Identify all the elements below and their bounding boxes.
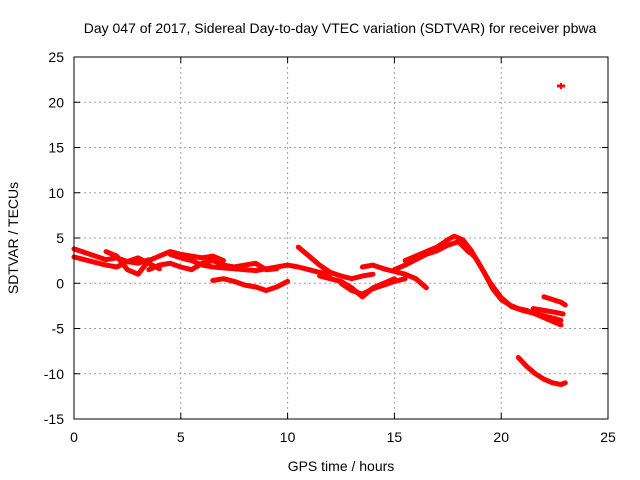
sdtvar-series-15 xyxy=(541,294,568,308)
x-tick-label: 25 xyxy=(600,429,616,445)
x-axis-title: GPS time / hours xyxy=(288,458,395,474)
chart-title: Day 047 of 2017, Sidereal Day-to-day VTE… xyxy=(84,20,597,36)
sdtvar-series-13 xyxy=(464,246,564,328)
sdtvar-series-1 xyxy=(71,246,152,266)
sdtvar-series-9 xyxy=(338,276,408,297)
x-tick-label: 10 xyxy=(280,429,296,445)
sdtvar-series-4 xyxy=(146,258,280,273)
sdtvar-series-3 xyxy=(103,249,226,277)
y-tick-label: 0 xyxy=(56,275,64,291)
y-axis-title: SDTVAR / TECUs xyxy=(5,182,21,294)
sdtvar-series-5 xyxy=(167,251,333,277)
y-tick-label: 25 xyxy=(48,49,64,65)
sdtvar-series-7 xyxy=(295,244,376,282)
sdtvar-series-11 xyxy=(391,239,472,273)
y-tick-label: -10 xyxy=(44,366,64,382)
y-tick-label: 10 xyxy=(48,185,64,201)
x-tick-label: 20 xyxy=(493,429,509,445)
series-layer xyxy=(71,82,568,388)
y-tick-label: 15 xyxy=(48,140,64,156)
sdtvar-series-6 xyxy=(210,276,291,293)
tick-layer: 0 5 10 15 20 25 -15 -10 -5 0 5 10 15 20 25 xyxy=(44,49,616,445)
y-tick-label: -5 xyxy=(52,321,65,337)
x-tick-label: 15 xyxy=(387,429,403,445)
x-tick-label: 0 xyxy=(70,429,78,445)
sdtvar-series-14 xyxy=(530,306,566,317)
y-tick-label: -15 xyxy=(44,411,64,427)
y-tick-label: 20 xyxy=(48,94,64,110)
y-tick-label: 5 xyxy=(56,230,64,246)
sdtvar-series-16 xyxy=(515,355,568,388)
x-tick-label: 5 xyxy=(177,429,185,445)
